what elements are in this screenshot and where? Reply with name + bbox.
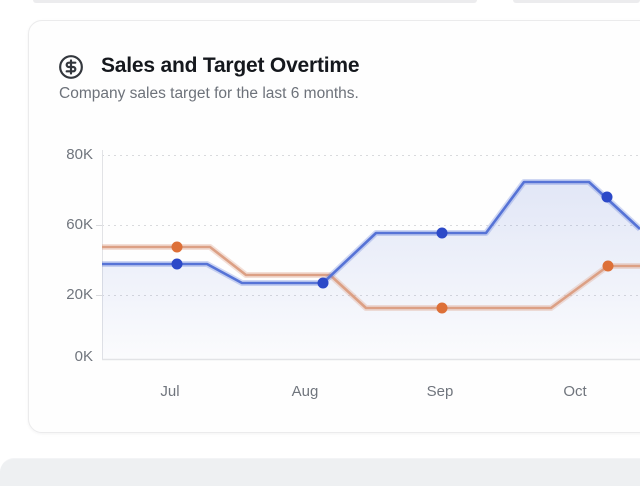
card-title: Sales and Target Overtime	[101, 54, 360, 77]
y-tick-60k: 60K	[66, 216, 93, 233]
card-subtitle: Company sales target for the last 6 mont…	[59, 85, 359, 102]
bottom-panel	[0, 458, 640, 486]
circle-dollar-icon	[59, 55, 83, 79]
sales-chart-card: Sales and Target Overtime Company sales …	[28, 20, 640, 433]
x-tick-oct: Oct	[563, 383, 587, 400]
x-tick-sep: Sep	[426, 383, 454, 400]
x-tick-aug: Aug	[291, 383, 319, 400]
top-card-edge	[513, 0, 640, 3]
y-tick-20k: 20K	[66, 286, 93, 303]
x-tick-jul: Jul	[160, 383, 180, 400]
y-tick-0k: 0K	[74, 348, 93, 365]
y-tick-80k: 80K	[66, 146, 93, 163]
top-card-edge	[33, 0, 477, 3]
